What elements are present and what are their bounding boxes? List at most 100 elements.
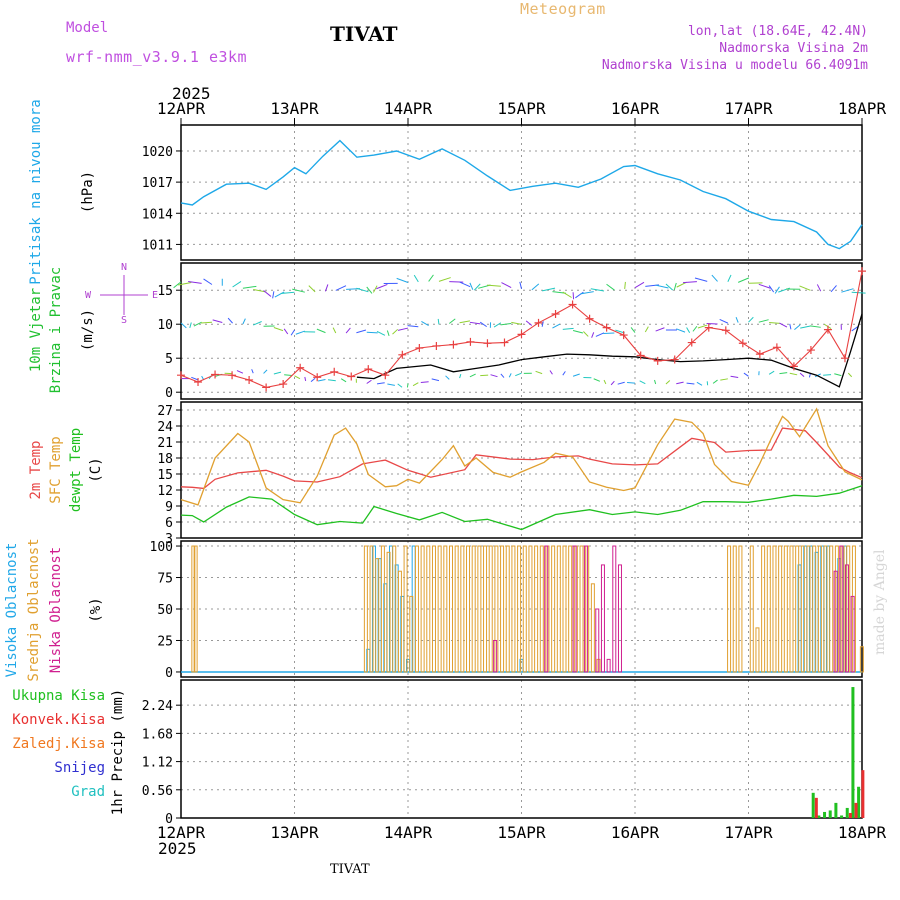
wind-barb [627, 382, 636, 384]
cloud-bar [193, 545, 198, 673]
ytick-label: 12 [157, 484, 173, 499]
wind-gust-marker [704, 323, 713, 332]
wind-barb [665, 283, 674, 291]
temp-ylabel: (C) [88, 457, 104, 482]
cloud-bar [477, 545, 482, 673]
wind-barb [624, 281, 626, 289]
wind-gust-marker [806, 346, 815, 355]
pressure-title: Pritisak na nivou mora [28, 99, 44, 284]
wind-gust-marker [670, 355, 679, 364]
wind-barb [541, 321, 544, 327]
cloud-bar [556, 545, 561, 673]
wind-gust-marker [755, 350, 764, 359]
cloud-bar [772, 545, 777, 673]
precip-legend-item: Ukupna Kisa [12, 688, 105, 704]
wind-barb [711, 274, 718, 282]
precip-legend-item: Konvek.Kisa [12, 712, 105, 728]
wind-barb [284, 374, 293, 376]
wind-barb [748, 316, 754, 323]
wind-barb [392, 328, 399, 335]
cloud-bar [766, 545, 771, 673]
wind-barb [459, 281, 471, 288]
wind-barb [500, 322, 512, 326]
wind-barb [769, 321, 781, 324]
cloud-bar [606, 658, 611, 673]
wind-barb [655, 327, 665, 332]
wind-barb [469, 373, 476, 378]
wind-title-1: 10m Vjetar [28, 288, 44, 372]
wind-barb [542, 287, 556, 292]
wind-barb [794, 324, 801, 330]
cloud-bar [562, 545, 567, 673]
ytick-label: 15 [157, 284, 173, 299]
wind-barb [242, 318, 246, 325]
wind-gust-marker [772, 343, 781, 352]
wind-barb [445, 375, 450, 380]
date-label-bottom: 14APR [384, 823, 433, 842]
ytick-label: 0 [165, 386, 173, 401]
wind-barb [834, 373, 842, 377]
wind-barb [535, 370, 543, 375]
precip-bar [834, 802, 838, 818]
wind-barb [366, 379, 372, 384]
wind-barb [459, 373, 462, 379]
wind-barb [387, 383, 395, 386]
wind-barb [356, 329, 367, 334]
cloud-bar [471, 545, 476, 673]
cloud-bar [612, 545, 617, 673]
precip-bar [861, 770, 865, 818]
wind-barb [562, 291, 572, 298]
ytick-label: 10 [157, 318, 173, 333]
wind-barb [654, 379, 657, 385]
wind-barb [290, 329, 295, 336]
cloud-bar [426, 545, 431, 673]
footer-station: TIVAT [330, 862, 370, 877]
wind-gust-marker [432, 341, 441, 350]
wind-barb [263, 369, 268, 374]
wind-barb [421, 320, 429, 326]
ytick-label: 3 [165, 532, 173, 547]
wind-barb [469, 282, 474, 290]
cloud-bar [738, 545, 743, 673]
wind-gust-marker [602, 323, 611, 332]
wind-gust-marker [500, 338, 509, 347]
wind-barb [332, 327, 337, 334]
cloud-title-low: Niska Oblacnost [48, 547, 64, 673]
cloud-bar [454, 545, 459, 673]
cloud-bar [783, 545, 788, 673]
wind-barb [800, 325, 811, 329]
wind-barb [324, 284, 329, 292]
wind-barb [251, 369, 254, 374]
cloud-bar [829, 545, 834, 673]
wind-barb [727, 274, 732, 282]
wind-barb [438, 277, 451, 282]
wind-barb [283, 328, 289, 335]
wind-barb [683, 281, 697, 284]
wind-gust-marker [313, 373, 322, 382]
wind-barb [335, 285, 347, 291]
wind-barb [263, 290, 272, 297]
wind-barb [673, 282, 677, 291]
cloud-bar [778, 545, 783, 673]
wind-barb [273, 327, 284, 332]
wind-gust-marker [534, 318, 543, 327]
ytick-label: 24 [157, 420, 173, 435]
cloud-bar [833, 570, 838, 673]
wind-barb [525, 320, 533, 326]
wind-dir-west: W [85, 290, 92, 301]
wind-barb [617, 381, 625, 385]
wind-barb [212, 319, 223, 324]
wind-barb [473, 283, 481, 291]
precip-bar [857, 786, 861, 818]
wind-gust-marker [823, 325, 832, 334]
cloud-bar [437, 545, 442, 673]
cloud-title-high: Visoka Oblacnost [4, 543, 20, 678]
wind-barb [694, 277, 708, 282]
wind-barb [188, 281, 202, 284]
cloud-bar [568, 545, 573, 673]
wind-barb [366, 286, 373, 294]
cloud-bar [600, 564, 605, 673]
ytick-label: 50 [157, 603, 173, 618]
wind-barb [294, 375, 301, 380]
wind-gust-marker [398, 350, 407, 359]
